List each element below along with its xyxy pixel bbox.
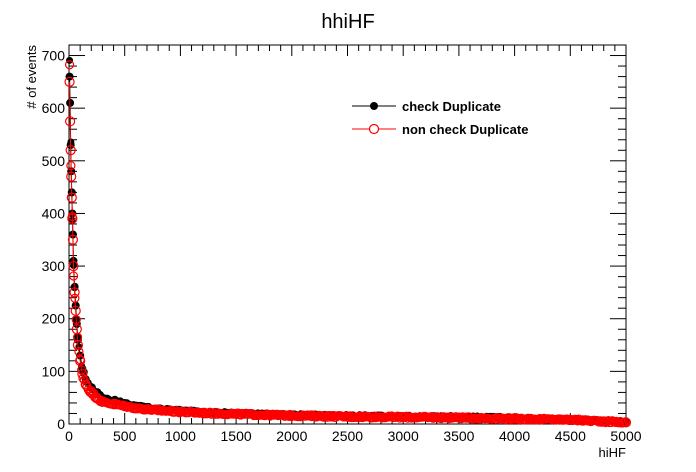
data-point — [509, 413, 520, 424]
data-point — [67, 213, 78, 224]
data-point — [130, 403, 141, 414]
x-tick-label: 500 — [113, 428, 137, 444]
data-point — [197, 407, 208, 419]
legend-label: check Duplicate — [402, 99, 501, 114]
x-tick-label: 4500 — [555, 428, 586, 444]
data-point — [598, 416, 609, 427]
band-marker — [64, 60, 75, 70]
data-point — [70, 305, 81, 316]
data-point — [153, 405, 164, 416]
x-axis: 0 500 1000 1500 2000 2500 3000 3500 4000 4500 5000 — [65, 45, 642, 444]
x-tick-label: 3500 — [443, 428, 474, 444]
series-layer — [64, 56, 632, 428]
legend: check Duplicate non check Duplicate — [352, 99, 528, 137]
data-point — [620, 417, 632, 428]
data-point — [97, 396, 108, 407]
data-point — [231, 408, 242, 420]
data-point — [286, 410, 297, 421]
band-marker — [166, 405, 176, 415]
data-point — [264, 409, 275, 421]
band-marker — [614, 418, 624, 428]
data-point — [66, 171, 77, 182]
chart-title: hhiHF — [321, 11, 374, 33]
x-tick-label: 0 — [65, 428, 73, 444]
legend-marker — [368, 123, 380, 135]
x-tick-label: 1500 — [221, 428, 252, 444]
data-point — [64, 76, 75, 87]
data-point — [175, 406, 186, 417]
x-axis-title: hiHF — [599, 445, 627, 460]
y-tick-label: 600 — [42, 100, 66, 116]
y-axis-title: # of events — [24, 45, 39, 109]
x-tick-label: 3000 — [388, 428, 419, 444]
y-tick-label: 200 — [42, 311, 66, 327]
x-tick-label: 2500 — [332, 428, 363, 444]
data-point — [69, 287, 80, 298]
y-tick-label: 500 — [42, 153, 66, 169]
x-tick-label: 1000 — [165, 428, 196, 444]
y-tick-label: 400 — [42, 205, 66, 221]
data-point — [66, 192, 77, 203]
data-point — [71, 324, 82, 335]
x-tick-label: 4000 — [499, 428, 530, 444]
data-point — [108, 398, 119, 410]
data-point — [141, 404, 153, 415]
y-tick-label: 300 — [42, 258, 66, 274]
data-point — [68, 260, 79, 272]
data-point — [119, 401, 130, 412]
x-tick-label: 2000 — [276, 428, 307, 444]
data-point — [453, 412, 464, 423]
legend-label: non check Duplicate — [402, 122, 528, 137]
legend-marker — [370, 102, 378, 110]
y-tick-label: 700 — [42, 48, 66, 64]
y-tick-label: 0 — [57, 416, 65, 432]
data-point — [342, 411, 353, 422]
data-point — [77, 368, 88, 380]
data-point — [65, 116, 76, 127]
data-point — [80, 379, 91, 390]
data-point — [67, 234, 78, 245]
series-non-check-duplicate — [64, 60, 632, 428]
y-tick-label: 100 — [42, 363, 66, 379]
series-line — [69, 81, 627, 423]
data-point — [72, 339, 84, 351]
x-tick-label: 5000 — [610, 428, 641, 444]
data-point — [65, 145, 76, 156]
data-point — [75, 355, 86, 366]
data-point — [65, 72, 74, 81]
data-point — [86, 387, 97, 398]
data-point — [565, 414, 576, 425]
data-point — [398, 412, 409, 423]
